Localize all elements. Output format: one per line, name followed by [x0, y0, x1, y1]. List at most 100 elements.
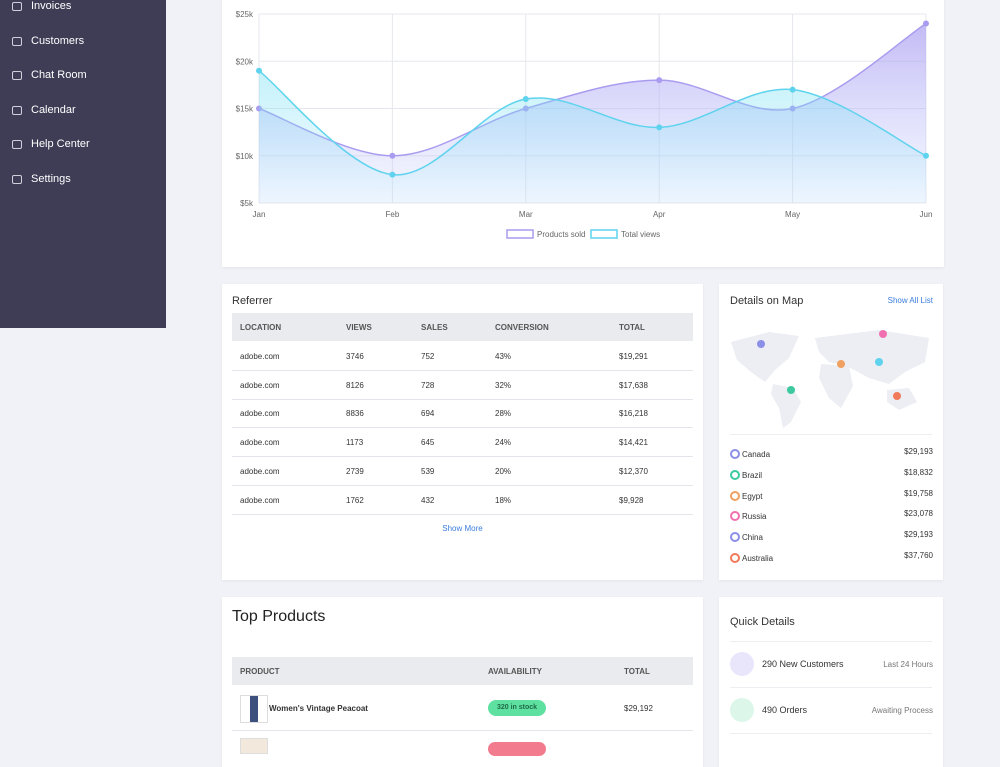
table-cell: 728 — [421, 380, 435, 390]
table-cell: adobe.com — [240, 466, 280, 476]
column-header: TOTAL — [619, 323, 645, 332]
point — [389, 152, 396, 159]
column-header: CONVERSION — [495, 323, 549, 332]
y-tick-label: $10k — [236, 152, 254, 161]
detail-label: 290 New Customers — [762, 659, 844, 669]
country-name: Australia — [742, 554, 774, 563]
divider — [730, 687, 932, 688]
nav-icon — [12, 174, 22, 184]
table-cell: $17,638 — [619, 380, 648, 390]
table-cell: 645 — [421, 438, 435, 448]
x-tick-label: Apr — [653, 210, 666, 219]
card-title: Details on Map — [730, 295, 804, 307]
line — [258, 70, 927, 176]
detail-icon — [730, 698, 754, 722]
table-header — [232, 313, 693, 341]
table-cell: adobe.com — [240, 380, 280, 390]
nav-label[interactable]: Customers — [31, 35, 85, 47]
badge — [488, 742, 546, 756]
country-name: Brazil — [742, 470, 763, 480]
table-cell: 694 — [421, 409, 435, 419]
show-more[interactable]: Show More — [442, 524, 483, 533]
table-cell: 2739 — [346, 466, 364, 476]
y-tick-label: $5k — [240, 199, 254, 208]
table-cell: 8836 — [346, 409, 364, 419]
table-cell: 43% — [495, 352, 512, 361]
nav-label[interactable]: Help Center — [31, 138, 90, 150]
x-tick-label: Jun — [920, 210, 933, 219]
table-row — [232, 457, 693, 486]
legend-dot — [730, 449, 740, 459]
column-header: PRODUCT — [240, 667, 280, 676]
table-cell: adobe.com — [240, 438, 280, 448]
country-value: $18,832 — [904, 467, 933, 477]
divider — [730, 733, 932, 734]
table-row — [232, 486, 693, 515]
country-name: China — [742, 533, 763, 543]
table-cell: 8126 — [346, 380, 364, 390]
nav-item[interactable]: Customers — [12, 35, 84, 47]
table-cell: adobe.com — [240, 409, 280, 419]
table-cell: $9,928 — [619, 495, 644, 505]
detail-note: Awaiting Process — [871, 706, 933, 715]
card-title: Top Products — [232, 608, 326, 625]
table-cell: adobe.com — [240, 495, 280, 505]
country-name: Canada — [742, 450, 771, 459]
referrer-card: Referrer Show More LOCATION VIEWS SALES CON… — [222, 284, 703, 580]
nav-label[interactable]: Invoices — [31, 0, 72, 12]
show-all-link[interactable]: Show All List — [887, 296, 933, 305]
products-card: Top Products PRODUCT AVAILABILITY TOTAL Wom… — [222, 597, 703, 767]
detail-label: 490 Orders — [762, 705, 808, 715]
country-value: $29,193 — [904, 447, 933, 456]
column-header: VIEWS — [346, 323, 372, 332]
nav-item[interactable]: Help Center — [12, 138, 90, 150]
divider — [730, 434, 932, 435]
x-tick-label: Mar — [519, 210, 533, 219]
country-value: $29,193 — [904, 530, 933, 540]
nav-item[interactable]: Chat Room — [12, 69, 87, 81]
table-row — [232, 371, 693, 400]
nav-label[interactable]: Calendar — [31, 104, 76, 116]
table-cell: 18% — [495, 495, 512, 505]
quick-details-card: Quick Details 290 New Customers Last 24 H… — [719, 597, 943, 767]
table-header — [232, 657, 693, 685]
legend-label: Total views — [621, 230, 660, 239]
point — [256, 67, 262, 74]
chart: $5k $10k $15k $20k $25k Jan Feb Mar Apr May Jun Pro… — [236, 10, 933, 239]
product-name: Women's Vintage Peacoat — [269, 704, 368, 713]
point — [789, 86, 796, 93]
detail-icon — [730, 652, 754, 676]
country-value: $23,078 — [904, 509, 933, 519]
point — [923, 20, 929, 27]
y-tick-label: $25k — [236, 10, 254, 19]
product-thumb — [240, 738, 268, 754]
table-cell: $16,218 — [619, 409, 648, 419]
table-row — [232, 428, 693, 458]
legend-dot — [730, 511, 740, 522]
legend-dot — [730, 532, 740, 543]
point — [923, 152, 929, 159]
nav-label[interactable]: Chat Room — [31, 69, 87, 81]
detail-note: Last 24 Hours — [883, 660, 933, 669]
table-cell: 32% — [495, 380, 512, 390]
table-cell: $19,291 — [619, 352, 648, 361]
legend-swatch — [590, 229, 618, 239]
nav-icon — [12, 36, 22, 46]
nav-item[interactable]: Invoices — [12, 0, 71, 12]
nav-icon — [12, 105, 22, 115]
point — [389, 171, 396, 178]
nav-label[interactable]: Settings — [31, 173, 71, 185]
nav-item[interactable]: Settings — [12, 173, 71, 185]
sidebar: Invoices Customers Chat Room Calendar Help C… — [0, 0, 166, 328]
point — [522, 96, 529, 103]
x-tick-label: May — [785, 210, 800, 219]
nav-item[interactable]: Calendar — [12, 104, 76, 116]
product-total: $29,192 — [624, 704, 653, 713]
table-cell: 28% — [495, 409, 512, 419]
table-row — [232, 342, 693, 371]
column-header: AVAILABILITY — [488, 667, 542, 676]
column-header: SALES — [421, 323, 448, 332]
card-title: Quick Details — [730, 616, 795, 628]
table-cell: 24% — [495, 438, 512, 448]
country-name: Egypt — [742, 491, 763, 501]
